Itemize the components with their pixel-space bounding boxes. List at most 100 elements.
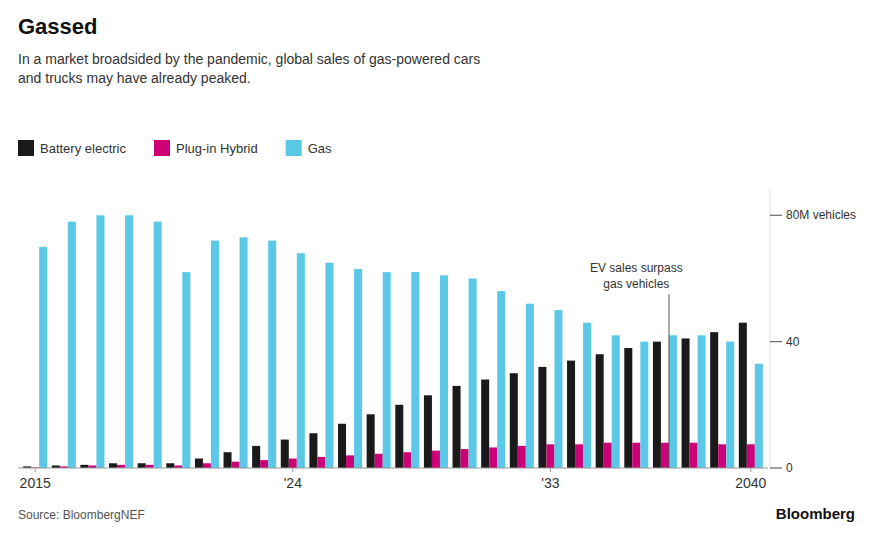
bar <box>690 443 698 468</box>
bar <box>612 335 620 468</box>
bar <box>546 444 554 468</box>
bar <box>232 462 240 468</box>
bar <box>260 460 268 468</box>
bar <box>411 272 419 468</box>
bar <box>669 335 677 468</box>
bars <box>23 215 763 468</box>
bar <box>325 263 333 468</box>
bar <box>624 348 632 468</box>
bar <box>240 237 248 468</box>
chart: Gassed In a market broadsided by the pand… <box>0 0 873 533</box>
bar <box>440 275 448 468</box>
bar <box>640 342 648 468</box>
bar <box>195 459 203 468</box>
bar <box>281 440 289 468</box>
bar <box>469 278 477 468</box>
x-tick <box>35 468 36 472</box>
legend-label: Gas <box>308 141 332 156</box>
bar <box>567 361 575 468</box>
bar <box>182 272 190 468</box>
y-tick <box>770 467 782 468</box>
legend-swatch <box>286 140 302 156</box>
legend-item: Battery electric <box>18 140 126 156</box>
x-tick <box>750 468 751 472</box>
bar <box>718 444 726 468</box>
bar <box>755 364 763 468</box>
legend-label: Plug-in Hybrid <box>176 141 258 156</box>
bar <box>583 323 591 468</box>
bar <box>747 444 755 468</box>
bar <box>604 443 612 468</box>
background <box>0 0 873 533</box>
legend-item: Gas <box>286 140 332 156</box>
bar <box>96 215 104 468</box>
bar <box>432 451 440 468</box>
bar <box>453 386 461 468</box>
bar <box>203 463 211 468</box>
bar <box>289 459 297 468</box>
branding: Bloomberg <box>776 505 855 522</box>
bar <box>138 463 146 468</box>
y-tick <box>770 341 782 342</box>
bar <box>596 354 604 468</box>
text-line: gas vehicles <box>603 277 669 291</box>
x-axis-line <box>18 468 768 469</box>
bar <box>395 405 403 468</box>
subtitle: In a market broadsided by the pandemic, … <box>18 51 480 86</box>
bar <box>632 443 640 468</box>
text-line: In a market broadsided by the pandemic, … <box>18 51 480 67</box>
bar <box>166 463 174 468</box>
bar <box>317 457 325 468</box>
bar <box>297 253 305 468</box>
bar <box>375 454 383 468</box>
bar <box>698 335 706 468</box>
bar <box>309 433 317 468</box>
text-line: and trucks may have already peaked. <box>18 70 251 86</box>
bar <box>346 455 354 468</box>
y-tick-label: 40 <box>786 335 800 349</box>
y-tick-label: 80M vehicles <box>786 208 856 222</box>
bar <box>354 269 362 468</box>
legend-item: Plug-in Hybrid <box>154 140 258 156</box>
legend-swatch <box>18 140 34 156</box>
y-tick-label: 0 <box>786 461 793 475</box>
bar <box>403 452 411 468</box>
bar <box>497 291 505 468</box>
bar <box>653 342 661 468</box>
bar <box>682 338 690 468</box>
x-tick-label: '33 <box>541 475 559 491</box>
bar <box>125 215 133 468</box>
bar <box>39 247 47 468</box>
bar <box>726 342 734 468</box>
source: Source: BloombergNEF <box>18 508 145 522</box>
bar <box>710 332 718 468</box>
bar <box>338 424 346 468</box>
annotation-line <box>668 294 669 468</box>
bar <box>518 446 526 468</box>
x-tick-label: 2015 <box>20 475 51 491</box>
bar <box>489 447 497 468</box>
x-tick-label: 2040 <box>735 475 766 491</box>
bar <box>481 380 489 468</box>
bar <box>367 414 375 468</box>
text-line: EV sales surpass <box>590 261 683 275</box>
bar <box>211 241 219 468</box>
x-tick <box>292 468 293 472</box>
bar <box>526 304 534 468</box>
bar <box>461 449 469 468</box>
bar <box>739 323 747 468</box>
legend-swatch <box>154 140 170 156</box>
bar <box>424 395 432 468</box>
title: Gassed <box>18 14 98 39</box>
bar <box>224 452 232 468</box>
bar <box>68 222 76 468</box>
annotation: EV sales surpass gas vehicles <box>590 261 683 291</box>
legend-label: Battery electric <box>40 141 126 156</box>
x-tick <box>550 468 551 472</box>
bar <box>383 272 391 468</box>
bar <box>538 367 546 468</box>
y-axis-line <box>770 190 771 468</box>
bar <box>154 222 162 468</box>
bar <box>268 241 276 468</box>
x-tick-label: '24 <box>284 475 302 491</box>
